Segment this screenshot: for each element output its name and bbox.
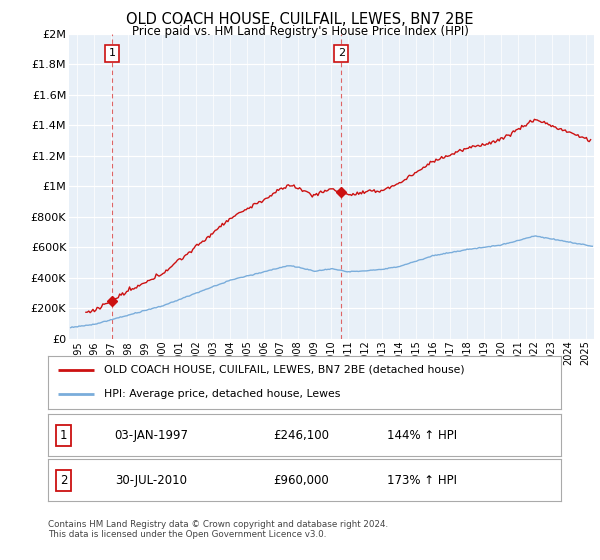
Text: OLD COACH HOUSE, CUILFAIL, LEWES, BN7 2BE: OLD COACH HOUSE, CUILFAIL, LEWES, BN7 2B… (126, 12, 474, 27)
Text: £246,100: £246,100 (274, 429, 330, 442)
Text: Price paid vs. HM Land Registry's House Price Index (HPI): Price paid vs. HM Land Registry's House … (131, 25, 469, 38)
Text: Contains HM Land Registry data © Crown copyright and database right 2024.
This d: Contains HM Land Registry data © Crown c… (48, 520, 388, 539)
Text: HPI: Average price, detached house, Lewes: HPI: Average price, detached house, Lewe… (104, 389, 341, 399)
Text: 30-JUL-2010: 30-JUL-2010 (115, 474, 187, 487)
Text: OLD COACH HOUSE, CUILFAIL, LEWES, BN7 2BE (detached house): OLD COACH HOUSE, CUILFAIL, LEWES, BN7 2B… (104, 365, 465, 375)
Text: 1: 1 (59, 429, 67, 442)
Text: 144% ↑ HPI: 144% ↑ HPI (386, 429, 457, 442)
Text: £960,000: £960,000 (274, 474, 329, 487)
Text: 2: 2 (338, 48, 345, 58)
Text: 03-JAN-1997: 03-JAN-1997 (115, 429, 188, 442)
Text: 173% ↑ HPI: 173% ↑ HPI (386, 474, 457, 487)
Text: 2: 2 (59, 474, 67, 487)
Text: 1: 1 (109, 48, 115, 58)
